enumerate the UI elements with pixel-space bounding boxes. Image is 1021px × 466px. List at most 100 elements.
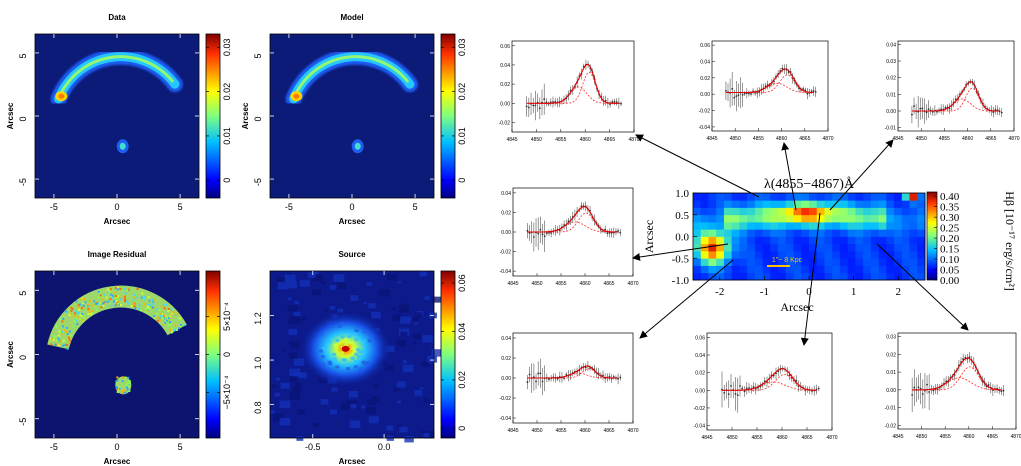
source-pixel xyxy=(354,338,359,342)
source-noise xyxy=(366,398,376,406)
component-2-line xyxy=(926,377,1002,391)
hbeta-pixel xyxy=(785,258,794,266)
source-noise xyxy=(287,305,297,312)
hbeta-pixel xyxy=(778,222,787,230)
x-tick-label: 0.0 xyxy=(378,442,391,452)
hbeta-pixel xyxy=(824,207,833,216)
hbeta-pixel xyxy=(824,229,833,237)
data-point xyxy=(987,384,990,386)
x-tick-label: 4870 xyxy=(628,137,639,143)
data-point xyxy=(617,229,620,232)
colorbar-tick-label: 0.40 xyxy=(940,191,960,203)
data-point xyxy=(750,93,752,95)
hbeta-pixel xyxy=(824,251,833,259)
y-tick-label: 0 xyxy=(18,116,28,121)
source-noise xyxy=(371,311,381,319)
residual-pixel xyxy=(125,384,128,387)
hbeta-pixel xyxy=(770,243,779,252)
hbeta-pixel xyxy=(693,200,702,208)
hbeta-pixel xyxy=(801,193,810,201)
hbeta-pixel xyxy=(785,265,794,274)
hbeta-pixel xyxy=(863,236,872,245)
hbeta-pixel xyxy=(839,222,849,230)
source-pixel xyxy=(361,360,366,364)
hbeta-pixel xyxy=(747,272,756,281)
hbeta-pixel xyxy=(816,236,825,245)
source-pixel xyxy=(335,339,340,343)
hbeta-pixel xyxy=(816,207,825,216)
arc-ridge xyxy=(293,55,409,98)
data-point xyxy=(926,383,928,386)
hbeta-pixel xyxy=(731,236,740,245)
x-tick-label: 4855 xyxy=(555,281,566,287)
hbeta-pixel xyxy=(863,229,872,237)
y-tick-label: 0.04 xyxy=(695,353,705,359)
hbeta-pixel xyxy=(785,251,794,259)
hbeta-pixel xyxy=(754,229,763,237)
residual-pixel xyxy=(112,301,115,304)
residual-pixel xyxy=(115,295,118,298)
source-noise xyxy=(330,305,336,310)
residual-pixel xyxy=(132,298,135,301)
x-tick-label: 0 xyxy=(349,202,354,212)
source-noise xyxy=(432,296,441,303)
hbeta-pixel xyxy=(770,222,779,230)
hbeta-pixel xyxy=(886,200,895,208)
source-pixel xyxy=(365,361,370,365)
residual-pixel xyxy=(68,336,71,339)
hbeta-pixel xyxy=(839,243,849,252)
hbeta-pixel xyxy=(739,193,748,201)
source-pixel xyxy=(352,332,357,336)
residual-pixel xyxy=(153,299,156,302)
component-1-line xyxy=(737,374,817,391)
hbeta-pixel xyxy=(785,236,794,245)
hbeta-pixel xyxy=(878,272,887,281)
hbeta-pixel xyxy=(716,258,725,266)
hbeta-pixel xyxy=(847,236,856,245)
y-tick-label: -0.5 xyxy=(672,253,690,265)
residual-pixel xyxy=(159,313,162,316)
pointer-arrow xyxy=(639,259,734,339)
hbeta-pixel xyxy=(863,265,872,274)
data-point xyxy=(919,107,922,110)
data-point xyxy=(748,387,750,389)
hbeta-pixel xyxy=(832,236,841,245)
hbeta-pixel xyxy=(723,200,733,208)
y-tick-label: 0.03 xyxy=(886,59,896,65)
x-tick-label: 4845 xyxy=(506,137,517,143)
hbeta-pixel xyxy=(816,272,825,281)
x-tick-label: -1 xyxy=(760,286,769,298)
counter-image xyxy=(354,142,361,150)
hbeta-pixel xyxy=(816,265,825,274)
y-tick-label: 0.02 xyxy=(501,210,511,216)
residual-pixel xyxy=(152,299,155,302)
hbeta-pixel xyxy=(747,265,756,274)
residual-pixel xyxy=(101,295,104,298)
hbeta-pixel xyxy=(909,193,918,201)
residual-pixel xyxy=(132,303,135,306)
hbeta-map-panel: λ(4855−4867)Å -2 -1 0 1 2 1.0 0.5 0.0 -0.5 -1.0 Arc… xyxy=(642,176,1017,314)
residual-pixel xyxy=(66,344,69,347)
data-point xyxy=(733,96,736,99)
hbeta-pixel xyxy=(855,229,864,237)
hbeta-pixel xyxy=(747,236,756,245)
source-pixel xyxy=(357,355,362,359)
source-colorbar xyxy=(440,270,456,439)
hbeta-pixel xyxy=(747,229,756,237)
hbeta-pixel xyxy=(863,251,872,259)
hbeta-pixel xyxy=(839,272,849,281)
source-pixel xyxy=(356,348,361,352)
data-xlabel: Arcsec xyxy=(104,217,131,226)
residual-pixel xyxy=(165,315,168,318)
data-point xyxy=(545,232,548,235)
counter-image xyxy=(119,142,126,150)
x-tick-label: 4850 xyxy=(531,137,542,143)
hbeta-pixel xyxy=(693,236,702,245)
x-tick-label: 4850 xyxy=(730,136,741,142)
hbeta-pixel xyxy=(839,207,849,216)
hbeta-pixel xyxy=(770,193,779,201)
residual-pixel xyxy=(165,319,168,322)
source-pixel xyxy=(340,335,345,339)
x-tick-label: 4865 xyxy=(604,137,615,143)
data-point xyxy=(921,107,924,110)
